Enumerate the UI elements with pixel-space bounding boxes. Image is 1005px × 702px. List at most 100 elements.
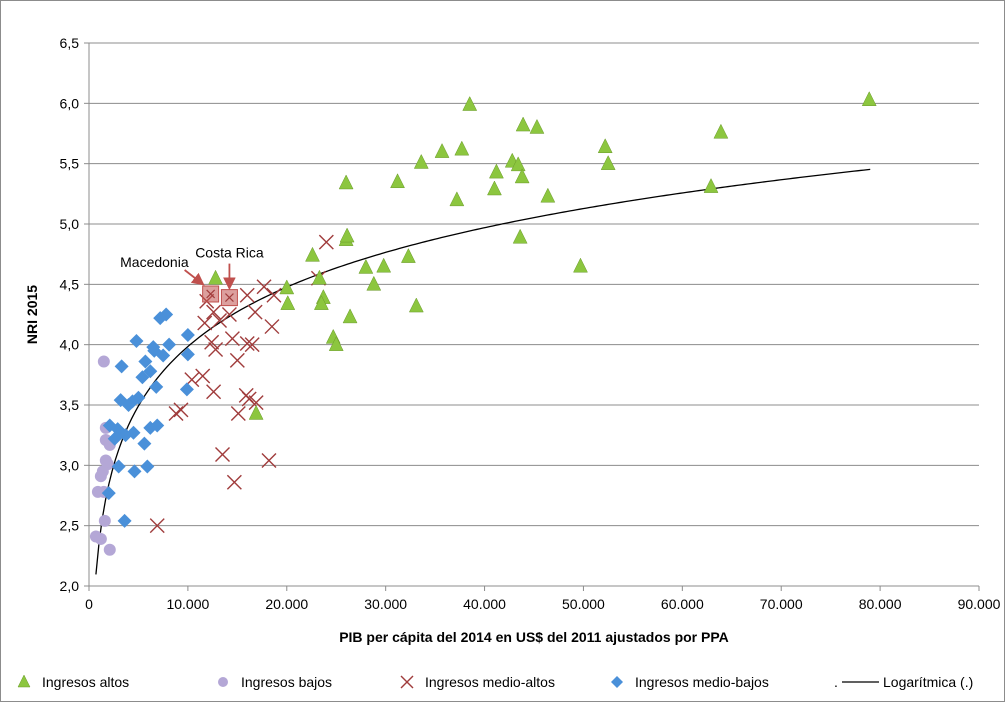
point-ingresos-altos xyxy=(413,153,429,169)
y-tick-label: 5,0 xyxy=(60,216,80,232)
point-ingresos-medio-altos xyxy=(261,453,277,469)
y-tick-label: 6,5 xyxy=(60,35,80,51)
point-ingresos-medio-bajos xyxy=(107,431,122,446)
point-ingresos-medio-bajos xyxy=(111,459,126,474)
point-ingresos-medio-bajos xyxy=(180,328,195,343)
point-ingresos-medio-altos xyxy=(241,391,257,407)
point-ingresos-altos xyxy=(510,156,526,172)
point-ingresos-medio-altos xyxy=(318,234,334,250)
point-ingresos-altos xyxy=(279,279,295,295)
point-ingresos-altos xyxy=(313,295,329,310)
point-ingresos-medio-bajos xyxy=(135,370,150,385)
point-ingresos-medio-altos xyxy=(168,405,184,421)
highlighted-points: Macedonia Costa Rica xyxy=(120,245,264,307)
point-ingresos-medio-altos xyxy=(197,315,213,331)
point-ingresos-medio-bajos xyxy=(143,420,158,435)
point-ingresos-altos xyxy=(312,269,327,285)
point-ingresos-altos xyxy=(328,336,344,351)
point-ingresos-altos xyxy=(597,138,613,154)
point-ingresos-medio-bajos xyxy=(101,486,116,501)
point-ingresos-altos xyxy=(376,257,392,273)
legend-label-ingresos-bajos: Ingresos bajos xyxy=(241,674,332,690)
point-ingresos-altos xyxy=(462,95,478,111)
point-ingresos-altos xyxy=(449,191,465,207)
point-ingresos-medio-altos xyxy=(230,405,246,421)
x-axis-title: PIB per cápita del 2014 en US$ del 2011 … xyxy=(339,629,729,645)
axes xyxy=(84,42,980,591)
point-ingresos-altos xyxy=(366,275,382,291)
point-ingresos-altos xyxy=(338,174,354,190)
point-ingresos-medio-altos xyxy=(239,287,255,303)
point-ingresos-medio-bajos xyxy=(180,347,195,362)
point-ingresos-medio-altos xyxy=(224,331,240,347)
point-ingresos-medio-altos xyxy=(264,319,280,335)
y-tick-label: 2,5 xyxy=(60,518,80,534)
point-ingresos-altos xyxy=(342,308,358,324)
point-ingresos-bajos xyxy=(98,514,111,527)
point-ingresos-altos xyxy=(703,178,719,193)
x-tick-label: 0 xyxy=(85,596,93,612)
x-tick-label: 30.000 xyxy=(364,596,407,612)
point-ingresos-medio-bajos xyxy=(162,337,177,352)
y-tick-label: 4,0 xyxy=(60,337,80,353)
legend-marker-ingresos-altos xyxy=(17,674,31,688)
tick-labels: 2,0 2,5 3,0 3,5 4,0 4,5 5,0 5,5 6,0 6,5 0 10.000 20.… xyxy=(60,35,1001,612)
x-tick-label: 70.000 xyxy=(760,596,803,612)
legend-label-ingresos-altos: Ingresos altos xyxy=(42,674,129,690)
legend-marker-ingresos-medio-altos xyxy=(400,675,414,689)
point-ingresos-altos xyxy=(401,248,416,263)
point-ingresos-altos xyxy=(540,187,556,203)
legend: Ingresos altos Ingresos bajos Ingresos med… xyxy=(17,674,973,690)
legend-label-ingresos-medio-bajos: Ingresos medio-bajos xyxy=(635,674,769,690)
point-ingresos-altos xyxy=(248,404,264,420)
y-axis-title: NRI 2015 xyxy=(24,285,40,344)
point-ingresos-medio-bajos xyxy=(179,382,194,397)
point-ingresos-altos xyxy=(861,91,877,106)
point-ingresos-altos xyxy=(600,155,616,170)
arrow-macedonia xyxy=(184,269,205,286)
point-ingresos-medio-altos xyxy=(229,352,245,368)
point-ingresos-medio-altos xyxy=(215,446,230,462)
point-ingresos-medio-bajos xyxy=(114,359,129,374)
point-ingresos-bajos xyxy=(103,543,116,556)
point-ingresos-medio-altos xyxy=(244,337,260,353)
point-ingresos-altos xyxy=(408,297,424,313)
point-ingresos-altos xyxy=(305,246,320,262)
point-ingresos-medio-bajos xyxy=(118,428,133,443)
point-ingresos-altos xyxy=(529,118,545,134)
point-ingresos-medio-altos xyxy=(206,384,222,400)
point-ingresos-altos xyxy=(489,163,504,179)
point-ingresos-medio-bajos xyxy=(117,513,132,528)
point-ingresos-altos xyxy=(454,140,470,156)
point-ingresos-medio-altos xyxy=(221,307,237,322)
data-points xyxy=(89,91,877,556)
point-ingresos-medio-altos xyxy=(195,368,211,384)
point-ingresos-altos xyxy=(358,258,374,274)
point-ingresos-bajos xyxy=(91,485,104,498)
point-ingresos-medio-altos xyxy=(256,279,272,295)
y-tick-label: 6,0 xyxy=(60,95,80,111)
label-costa-rica: Costa Rica xyxy=(195,245,264,261)
x-tick-label: 80.000 xyxy=(859,596,902,612)
legend-prefix-symbol: . xyxy=(834,674,838,690)
y-tick-label: 4,5 xyxy=(60,276,80,292)
point-ingresos-altos xyxy=(390,173,405,189)
y-tick-label: 2,0 xyxy=(60,578,80,594)
point-ingresos-medio-altos xyxy=(247,304,263,320)
point-ingresos-medio-altos xyxy=(226,474,242,490)
point-ingresos-medio-altos xyxy=(212,313,228,329)
point-ingresos-altos xyxy=(515,116,531,132)
point-ingresos-altos xyxy=(208,269,223,285)
y-tick-label: 3,5 xyxy=(60,397,80,413)
x-tick-label: 40.000 xyxy=(463,596,506,612)
point-ingresos-altos xyxy=(487,180,502,196)
grid-lines xyxy=(89,42,979,527)
point-ingresos-bajos xyxy=(94,470,107,483)
point-ingresos-medio-bajos xyxy=(131,390,146,405)
point-ingresos-altos xyxy=(512,228,528,244)
legend-label-trendline: Logarítmica (.) xyxy=(883,674,973,690)
point-ingresos-altos xyxy=(514,168,530,184)
point-ingresos-bajos xyxy=(97,355,110,368)
legend-label-ingresos-medio-altos: Ingresos medio-altos xyxy=(425,674,555,690)
